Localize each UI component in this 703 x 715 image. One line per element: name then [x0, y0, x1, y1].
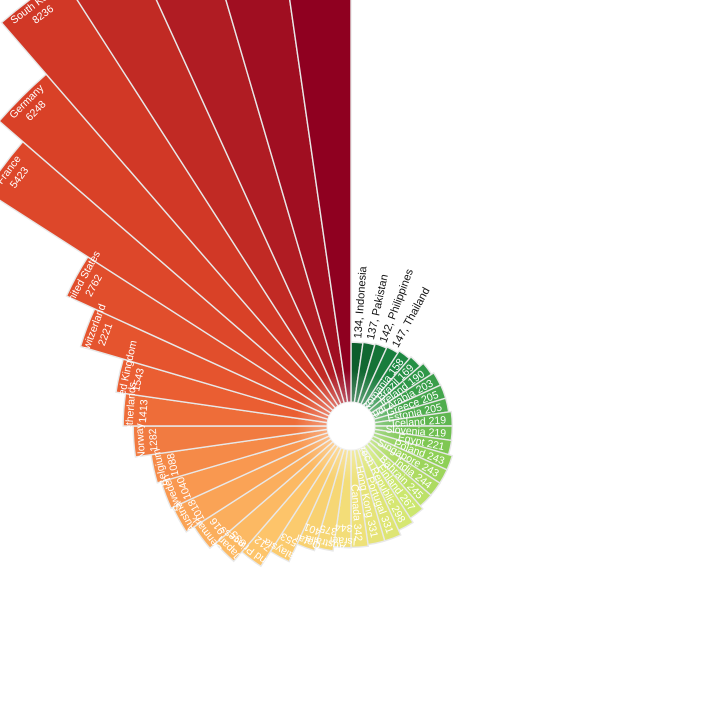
sector-iran[interactable]: [52, 0, 352, 427]
sector-south-korea[interactable]: [0, 0, 352, 427]
label-value-greece: 205: [420, 389, 441, 406]
center-hole: [326, 401, 376, 451]
label-name-netherlands: Netherlands: [123, 382, 139, 439]
outer-label-indonesia: 134, Indonesia: [352, 265, 369, 339]
label-value-estonia: 205: [423, 401, 443, 416]
label-value-australia: 375: [318, 522, 338, 537]
label-canada: Canada 342: [348, 484, 364, 542]
label-value-belgium: 1088: [165, 452, 182, 478]
svg-text:Canada 342: Canada 342: [348, 484, 364, 542]
center-group: [295, 370, 407, 482]
label-value-iceland: 219: [428, 414, 446, 427]
label-value-israel: 344: [334, 521, 352, 534]
label-value-portugal: 331: [378, 514, 395, 535]
label-value-poland: 243: [425, 450, 446, 467]
sector-china[interactable]: [109, 0, 352, 427]
label-value-hong-kong: 331: [365, 519, 380, 539]
sector-spain[interactable]: [43, 0, 352, 427]
label-value-egypt: 221: [426, 438, 446, 453]
label-value-qatar: 401: [302, 520, 323, 537]
label-value-united-kingdom: 1543: [130, 367, 147, 393]
sector-italy[interactable]: [89, 0, 352, 427]
label-name-canada: Canada: [348, 484, 363, 524]
label-value-norway: 1282: [147, 428, 161, 452]
label-value-netherlands: 1413: [137, 399, 151, 423]
label-name-norway: Norway: [133, 422, 148, 459]
label-value-slovenia: 219: [428, 427, 446, 440]
label-name-israel: Israel: [330, 534, 356, 548]
label-value-canada: 342: [351, 523, 364, 541]
